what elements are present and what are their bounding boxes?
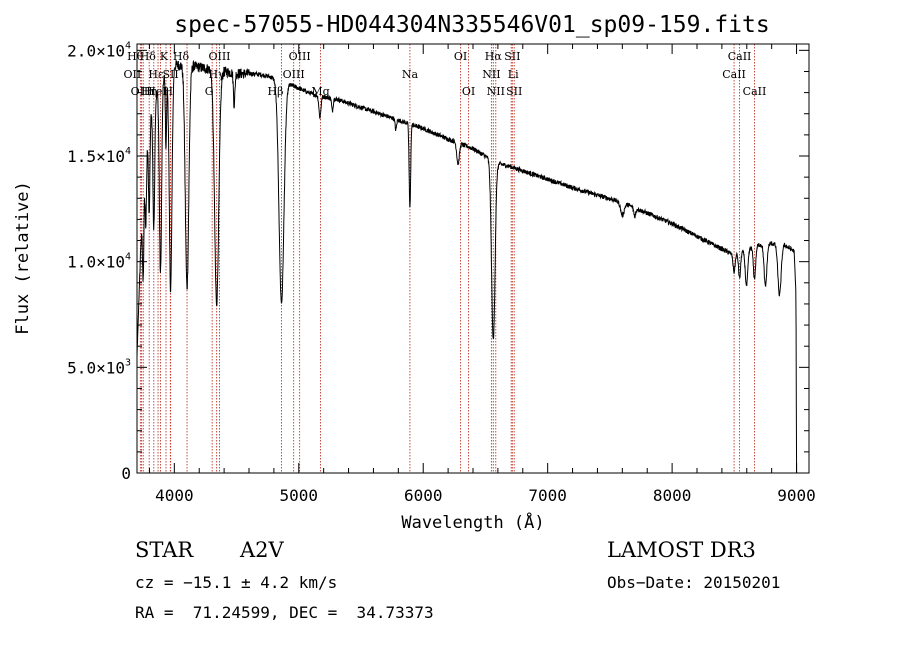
y-tick-label: 5.0×103 — [67, 357, 131, 377]
y-tick-label: 1.5×104 — [67, 146, 131, 166]
x-axis-ticks: 4000 5000 6000 7000 8000 9000 — [148, 44, 816, 505]
line-label: OII — [124, 68, 142, 81]
x-tick-label: 7000 — [528, 486, 567, 505]
line-label: NII — [482, 68, 500, 81]
line-label: OIII — [131, 85, 153, 98]
line-label: Li — [508, 68, 519, 81]
line-label: OIII — [283, 68, 305, 81]
line-label: Hγ — [209, 68, 226, 81]
line-label: H — [164, 85, 174, 98]
line-label: Hθ — [127, 50, 144, 63]
survey-name: LAMOST DR3 — [607, 538, 756, 562]
spectrum-line — [136, 59, 798, 474]
redshift-cz: cz = −15.1 ± 4.2 km/s — [135, 573, 338, 592]
y-tick-label: 1.0×104 — [67, 252, 131, 272]
line-label: G — [205, 85, 214, 98]
x-tick-label: 5000 — [280, 486, 319, 505]
line-label: CaII — [728, 50, 752, 63]
y-tick-label: 2.0×104 — [67, 40, 131, 60]
line-label: Na — [402, 68, 419, 81]
line-label: OIII — [289, 50, 311, 63]
x-tick-label: 4000 — [155, 486, 194, 505]
y-axis-ticks: 0 5.0×103 1.0×104 1.5×104 2.0×104 — [67, 40, 809, 483]
plot-frame — [136, 43, 810, 474]
y-axis-label: Flux (relative) — [13, 181, 33, 335]
coordinates: RA = 71.24599, DEC = 34.73373 — [135, 603, 434, 622]
y-tick-label: 0 — [121, 464, 131, 483]
x-tick-label: 9000 — [777, 486, 816, 505]
chart-title: spec-57055-HD044304N335546V01_sp09-159.f… — [174, 12, 769, 38]
object-class: STAR — [135, 538, 194, 562]
line-label: CaII — [722, 68, 746, 81]
line-label: Hη — [141, 85, 157, 98]
spectral-line-markers — [139, 44, 755, 473]
line-label: Hα — [485, 50, 503, 63]
line-label: OI — [462, 85, 475, 98]
x-axis-label: Wavelength (Å) — [401, 511, 544, 533]
line-label: Hε — [148, 68, 164, 81]
line-label: CaII — [743, 85, 767, 98]
line-label: OIII — [208, 50, 230, 63]
x-tick-label: 8000 — [653, 486, 692, 505]
line-label: Hδ — [173, 50, 190, 63]
line-label: NII — [487, 85, 505, 98]
observation-date: Obs−Date: 20150201 — [607, 573, 781, 592]
line-label: HeI — [146, 85, 166, 98]
line-label: K — [160, 50, 169, 63]
line-label: SII — [506, 85, 522, 98]
spectral-line-labels: HθOIIOIIIHηHδHεHeIKSIIHHδGHγOIIIHβOIIIOI… — [124, 50, 767, 98]
x-tick-label: 6000 — [404, 486, 443, 505]
spectral-subclass: A2V — [240, 538, 284, 562]
line-label: Hδ — [140, 50, 157, 63]
line-label: SII — [504, 50, 520, 63]
line-label: OI — [454, 50, 467, 63]
